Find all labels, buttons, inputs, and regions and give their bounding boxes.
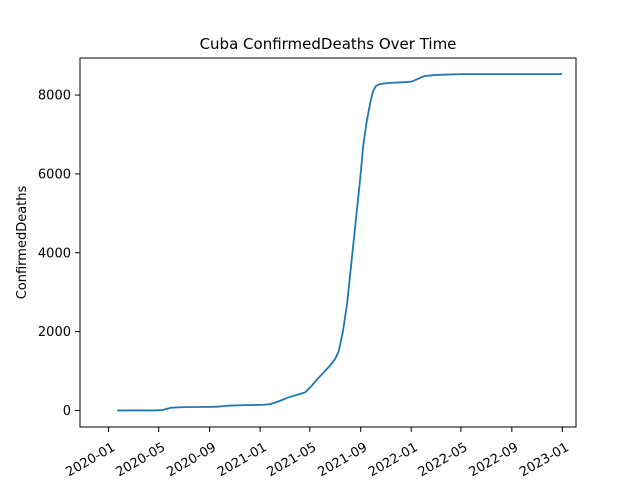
x-tick-label: 2022-01 (366, 440, 421, 480)
y-tick-label: 4000 (38, 246, 71, 261)
x-tick-label: 2022-05 (416, 440, 471, 480)
plot-frame (79, 57, 577, 428)
x-tick-label: 2022-09 (467, 440, 522, 480)
x-axis: 2020-012020-052020-092021-012021-052021-… (63, 427, 572, 480)
x-tick-label: 2020-05 (114, 440, 169, 480)
chart-title: Cuba ConfirmedDeaths Over Time (200, 35, 457, 53)
x-tick-label: 2021-09 (316, 440, 371, 480)
y-tick-label: 8000 (38, 89, 71, 104)
x-tick-label: 2023-01 (517, 440, 572, 480)
x-tick-label: 2021-01 (215, 440, 270, 480)
y-axis: 0 2000 4000 6000 8000 (38, 89, 80, 419)
y-tick-label: 0 (63, 404, 71, 419)
x-tick-label: 2020-01 (63, 440, 118, 480)
y-tick-label: 6000 (38, 167, 71, 182)
x-tick-label: 2021-05 (265, 440, 320, 480)
y-tick-label: 2000 (38, 325, 71, 340)
y-axis-label: ConfirmedDeaths (15, 185, 30, 299)
x-tick-label: 2020-09 (164, 440, 219, 480)
series-line (117, 73, 562, 412)
